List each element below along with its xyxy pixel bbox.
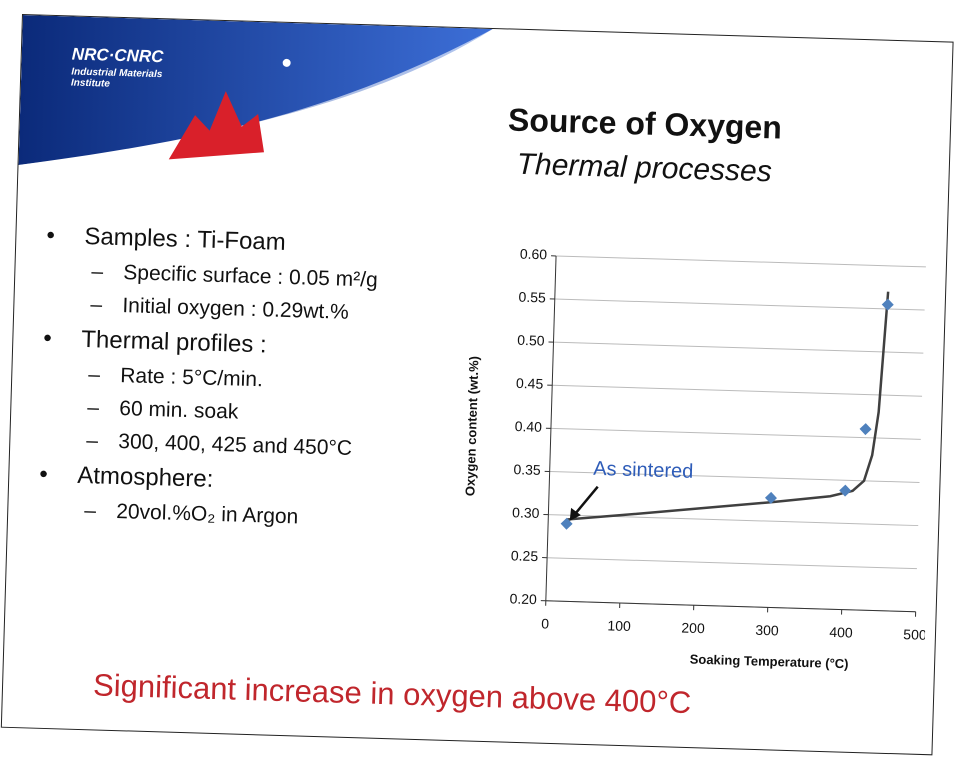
grid-line [550,427,921,440]
sub-list: Specific surface : 0.05 m²/gInitial oxyg… [90,260,466,328]
sub-bullet: Initial oxygen : 0.29wt.% [90,293,465,328]
x-axis-label: Soaking Temperature (°C) [690,652,849,672]
y-axis-label: Oxygen content (wt.%) [462,356,481,497]
bullet: Thermal profiles : Rate : 5°C/min.60 min.… [40,325,464,464]
sub-bullet: Specific surface : 0.05 m²/g [91,260,466,295]
swoosh [18,15,493,165]
y-axis [545,255,557,601]
x-tick-label: 100 [607,617,631,634]
institute: Industrial Materials Institute [71,66,163,91]
point [764,491,777,504]
point [560,517,573,530]
x-tick-label: 0 [541,615,549,631]
header-art [17,15,503,185]
y-tick-label: 0.60 [520,246,548,263]
sub-bullet: 20vol.%O₂ in Argon [84,499,459,534]
slide: NRC·CNRC Industrial Materials Institute S… [0,14,954,756]
y-tick-label: 0.45 [516,375,544,392]
maple-leaf [168,91,265,160]
x-axis [545,600,916,613]
y-tick-label: 0.55 [518,289,546,306]
title: Source of Oxygen [507,101,783,146]
sub-bullet: Rate : 5°C/min. [88,363,463,398]
bullet: Atmosphere: 20vol.%O₂ in Argon [38,461,460,534]
annotation: As sintered [593,458,694,483]
x-tick-label: 400 [829,624,853,641]
y-tick-label: 0.50 [517,332,545,349]
point [839,484,852,497]
logo: NRC·CNRC [71,44,164,67]
sub-bullet: 300, 400, 425 and 450°C [86,429,461,464]
point [859,423,872,436]
bullet: Samples : Ti-Foam Specific surface : 0.05… [44,222,467,328]
grid-line [553,341,924,354]
sub-bullet: 60 min. soak [87,396,462,431]
grid-line [556,255,926,268]
sparkle [282,58,291,67]
bullet-text: Thermal profiles : [80,325,268,359]
grid-line [547,557,917,570]
x-tick-label: 500 [903,626,927,643]
chart: 0.20 0.25 0.30 0.35 0.40 0.45 0.50 0.55 0.60 0 100… [462,246,927,672]
arrow-head [569,507,581,521]
grid-line [552,384,923,397]
sub-list: 20vol.%O₂ in Argon [84,499,459,534]
grid-line [554,298,925,311]
y-tick-label: 0.35 [513,461,541,478]
sub-list: Rate : 5°C/min.60 min. soak300, 400, 425… [86,363,463,464]
bullet-text: Atmosphere: [76,461,214,493]
y-tick-label: 0.30 [512,504,540,521]
point [881,298,894,311]
x-tick-label: 300 [755,622,779,639]
y-tick-label: 0.40 [515,418,543,435]
y-tick-label: 0.20 [509,590,537,607]
subtitle: Thermal processes [516,147,773,189]
grid-line [549,470,920,483]
swoosh-edge [17,28,503,185]
trend-line [566,291,890,521]
x-tick-label: 200 [681,620,705,637]
bullet-text: Samples : Ti-Foam [84,222,287,256]
bullet-list: Samples : Ti-Foam Specific surface : 0.05… [38,216,467,543]
institute-line: Institute [70,77,111,90]
y-tick-label: 0.25 [511,547,539,564]
